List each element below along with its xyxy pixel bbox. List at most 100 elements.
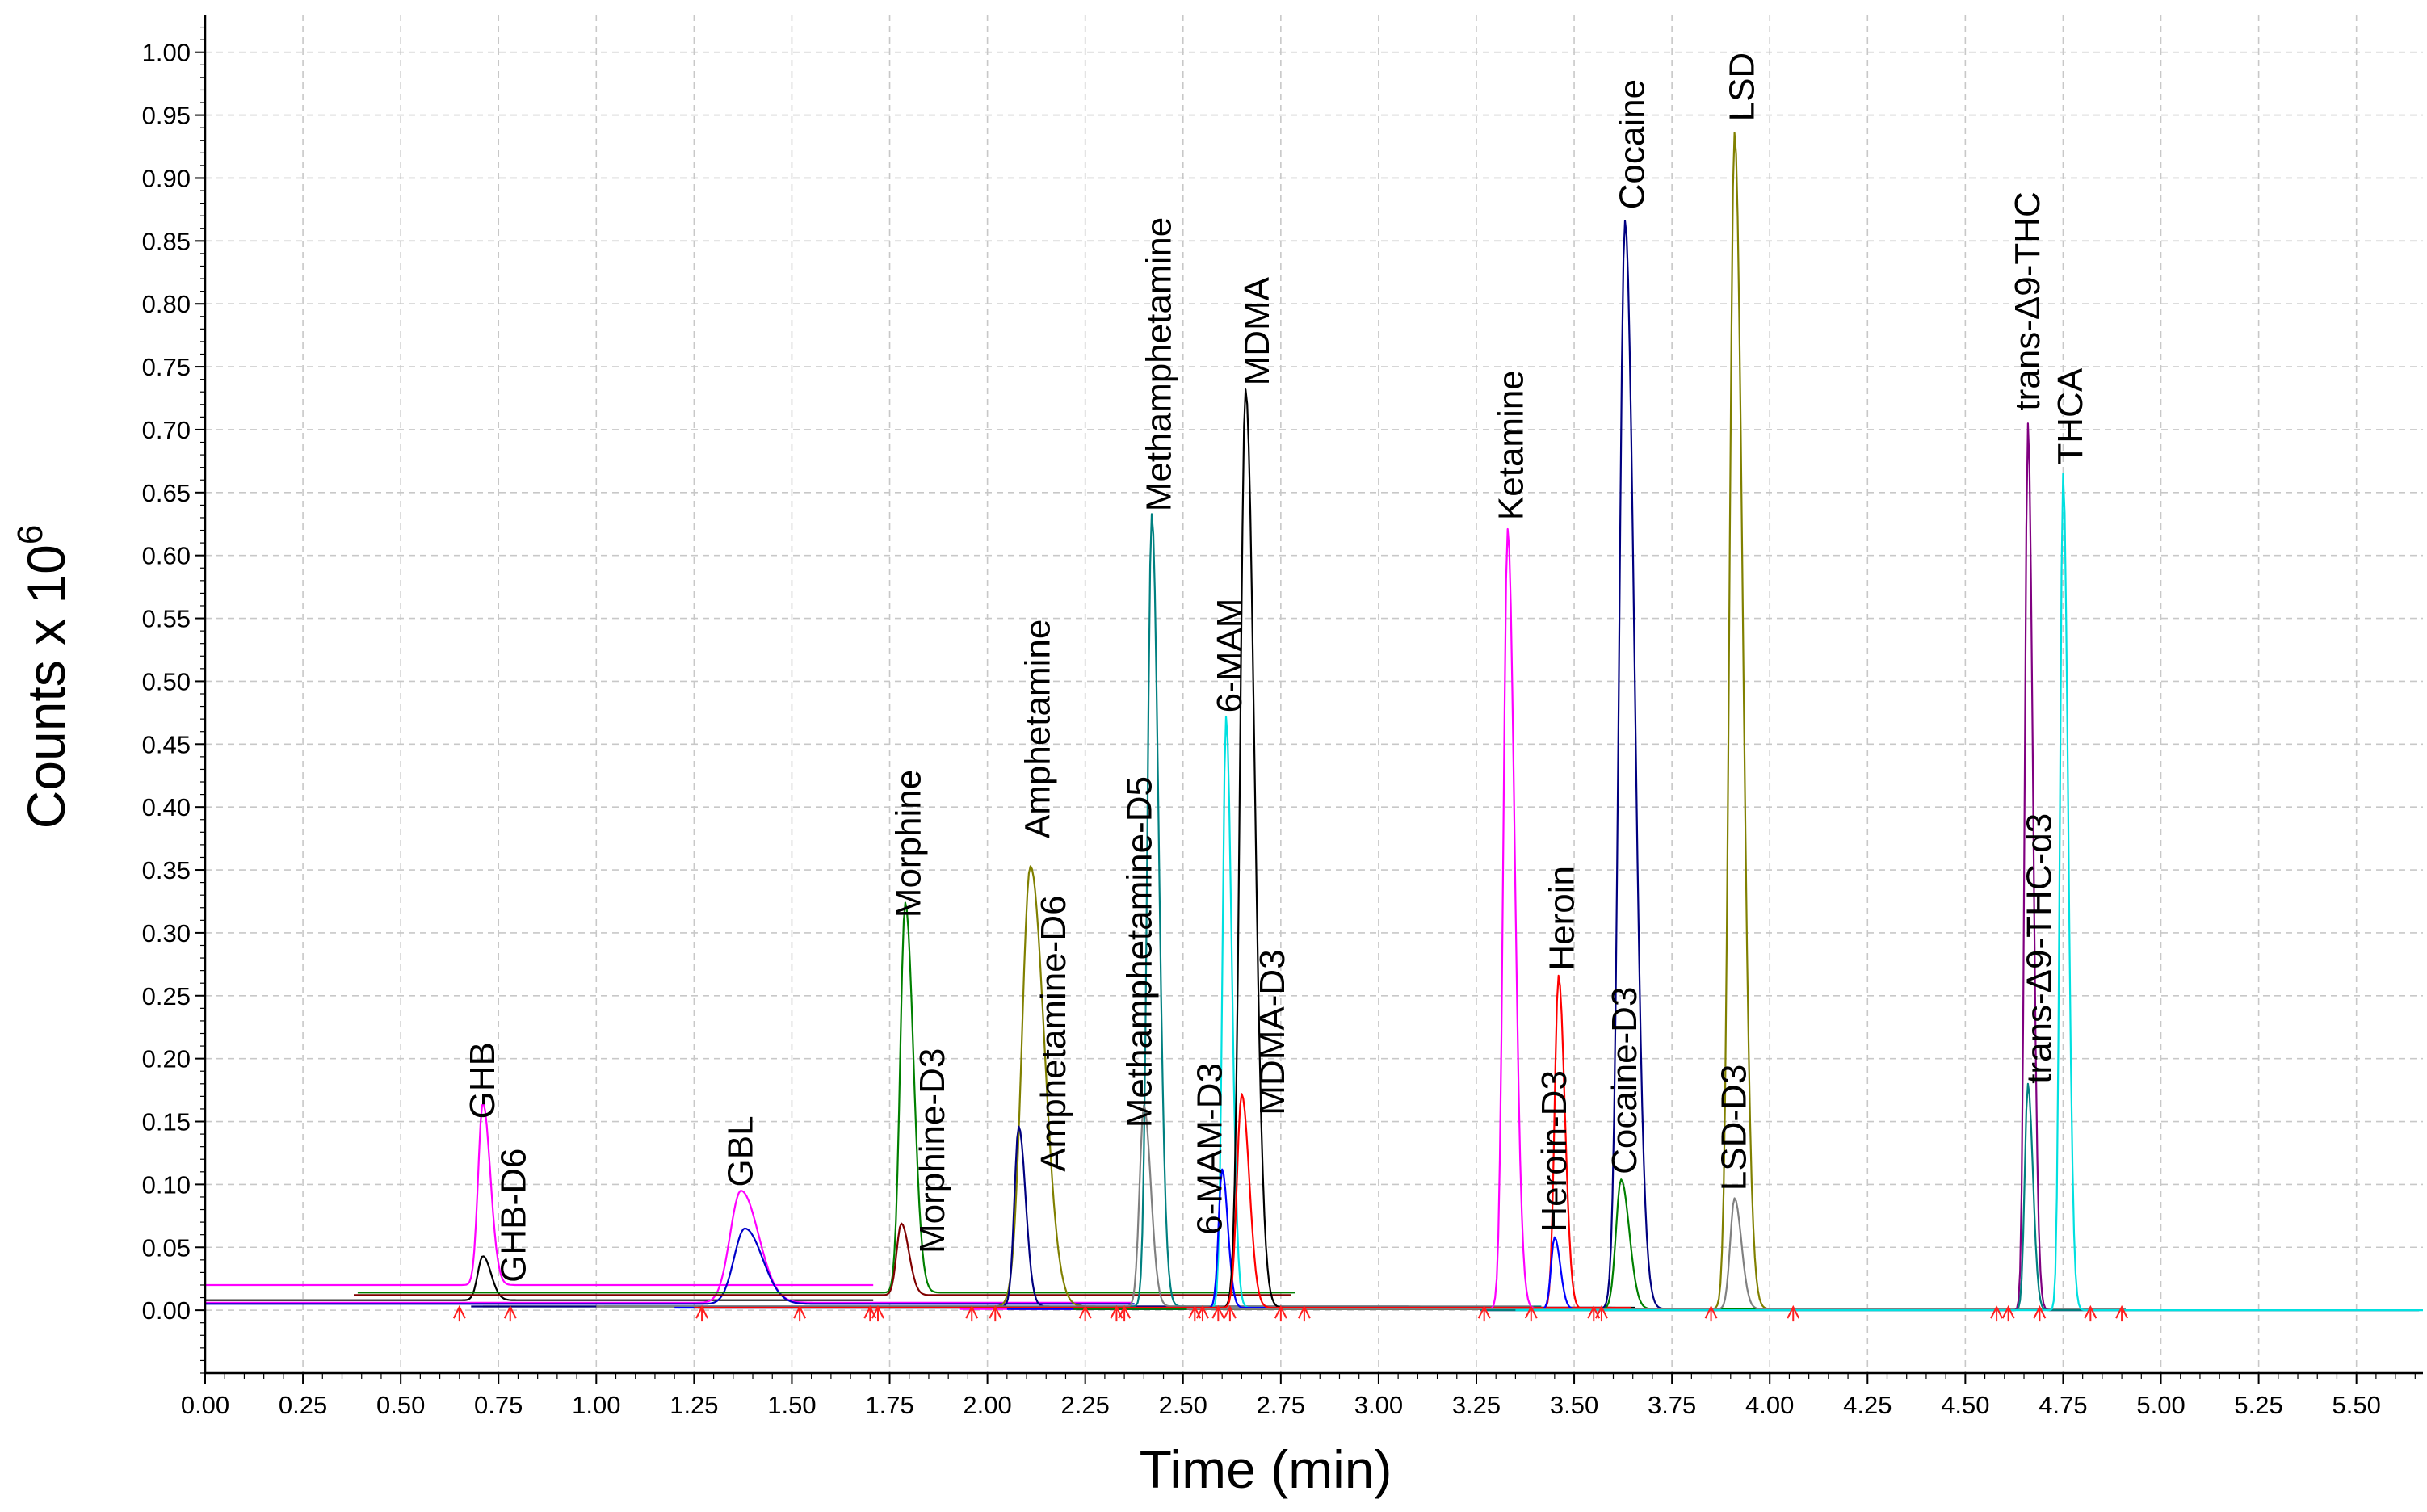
integration-marker: [2001, 1304, 2015, 1322]
chromatogram-traces: [205, 132, 2423, 1312]
x-tick-label: 4.50: [1941, 1391, 1989, 1419]
integration-marker: [695, 1304, 708, 1322]
peak-label: LSD: [1722, 52, 1761, 122]
trace-ghb-d6: [205, 1255, 874, 1301]
peak-label: Heroin-D3: [1535, 1070, 1574, 1233]
integration-marker: [2084, 1304, 2097, 1322]
integration-marker: [1274, 1304, 1287, 1322]
integration-marker: [1477, 1304, 1491, 1322]
peak-label: THCA: [2051, 368, 2090, 464]
integration-marker: [1524, 1304, 1538, 1322]
x-tick-label: 3.00: [1354, 1391, 1403, 1419]
y-tick-label: 0.60: [142, 542, 191, 570]
integration-marker: [1223, 1304, 1237, 1322]
x-tick-label: 1.00: [572, 1391, 620, 1419]
trace-methamphetamine-d5: [596, 1104, 1534, 1308]
y-tick-label: 0.00: [142, 1296, 191, 1325]
integration-marker: [2115, 1304, 2128, 1322]
integration-marker: [1297, 1304, 1311, 1322]
y-tick-label: 0.50: [142, 667, 191, 695]
y-tick-label: 0.30: [142, 919, 191, 947]
y-axis-title: Counts x 106: [10, 525, 76, 830]
x-tick-label: 0.25: [279, 1391, 327, 1419]
peak-label: Methamphetamine: [1140, 217, 1179, 511]
x-axis-title: Time (min): [1140, 1439, 1392, 1499]
x-tick-label: 2.00: [963, 1391, 1011, 1419]
trace-lsd-d3: [1186, 1197, 2126, 1310]
y-tick-label: 0.45: [142, 730, 191, 758]
x-tick-label: 3.50: [1550, 1391, 1598, 1419]
y-tick-label: 0.35: [142, 856, 191, 884]
peak-label: GHB: [463, 1042, 502, 1119]
x-tick-label: 1.50: [767, 1391, 816, 1419]
integration-marker: [1078, 1304, 1092, 1322]
peak-label: Morphine: [889, 770, 929, 918]
peak-label: Methamphetamine-D5: [1120, 776, 1160, 1128]
integration-marker: [503, 1304, 517, 1322]
y-axis-title-exponent: 6: [10, 525, 50, 544]
peak-label: trans-Δ9-THC-d3: [2019, 813, 2059, 1084]
trace-thca: [1515, 472, 2423, 1312]
peak-label: trans-Δ9-THC: [2008, 191, 2047, 410]
y-tick-label: 0.15: [142, 1108, 191, 1136]
peak-label: 6-MAM: [1210, 598, 1249, 713]
trace-morphine-d3: [354, 1222, 1291, 1296]
peak-label: GHB-D6: [494, 1149, 534, 1283]
integration-marker: [989, 1304, 1002, 1322]
x-tick-label: 5.00: [2136, 1391, 2185, 1419]
peak-label: Heroin: [1543, 866, 1582, 971]
x-tick-label: 4.00: [1745, 1391, 1794, 1419]
y-tick-label: 0.65: [142, 479, 191, 507]
trace-mdma-d3: [694, 1093, 1631, 1309]
integration-marker: [452, 1304, 466, 1322]
y-tick-label: 0.20: [142, 1045, 191, 1073]
y-tick-label: 0.75: [142, 353, 191, 381]
y-tick-label: 1.00: [142, 39, 191, 67]
y-tick-label: 0.10: [142, 1170, 191, 1199]
peak-label: Cocaine-D3: [1605, 987, 1644, 1174]
peak-label: Morphine-D3: [913, 1048, 952, 1254]
y-tick-label: 0.80: [142, 290, 191, 318]
peak-label: Ketamine: [1492, 370, 1531, 520]
x-tick-label: 3.75: [1648, 1391, 1696, 1419]
x-tick-label: 1.25: [670, 1391, 718, 1419]
peak-label: MDMA: [1237, 276, 1277, 385]
peak-label: MDMA-D3: [1253, 949, 1292, 1115]
integration-marker: [1595, 1304, 1608, 1322]
x-tick-label: 5.25: [2234, 1391, 2282, 1419]
integration-marker: [965, 1304, 979, 1322]
x-tick-label: 0.50: [376, 1391, 425, 1419]
x-tick-label: 4.25: [1843, 1391, 1892, 1419]
x-tick-label: 5.50: [2332, 1391, 2380, 1419]
integration-marker: [1704, 1304, 1718, 1322]
y-tick-label: 0.70: [142, 416, 191, 444]
integration-marker: [1990, 1304, 2004, 1322]
y-tick-label: 0.05: [142, 1233, 191, 1262]
integration-marker: [871, 1304, 884, 1322]
x-tick-label: 3.25: [1452, 1391, 1501, 1419]
peak-label: Amphetamine-D6: [1034, 895, 1073, 1171]
integration-markers: [452, 1304, 2128, 1322]
grid-lines: [204, 15, 2423, 1373]
integration-marker: [1211, 1304, 1225, 1322]
y-tick-label: 0.40: [142, 793, 191, 821]
y-tick-label: 0.25: [142, 982, 191, 1010]
x-tick-label: 0.00: [181, 1391, 229, 1419]
peak-label: LSD-D3: [1715, 1065, 1754, 1191]
peak-label: Cocaine: [1613, 79, 1652, 209]
peak-labels: GHB GHB-D6 GBL Morphine Morphine-D3 Amphetami…: [463, 52, 2090, 1283]
integration-marker: [1787, 1304, 1800, 1322]
x-tick-label: 0.75: [474, 1391, 523, 1419]
x-tick-label: 2.25: [1061, 1391, 1110, 1419]
axes: 0.00 0.05 0.10 0.15 0.20 0.25 0.30 0.35 0.40 0.45…: [142, 15, 2423, 1419]
peak-label: GBL: [721, 1115, 761, 1186]
y-tick-label: 0.95: [142, 102, 191, 130]
trace-gbl-blue-trace-: [205, 1227, 1135, 1305]
y-tick-label: 0.90: [142, 164, 191, 192]
integration-marker: [793, 1304, 807, 1322]
x-tick-label: 2.75: [1257, 1391, 1305, 1419]
y-tick-label: 0.85: [142, 227, 191, 255]
integration-marker: [1196, 1304, 1209, 1322]
peak-label: Amphetamine: [1018, 620, 1058, 838]
